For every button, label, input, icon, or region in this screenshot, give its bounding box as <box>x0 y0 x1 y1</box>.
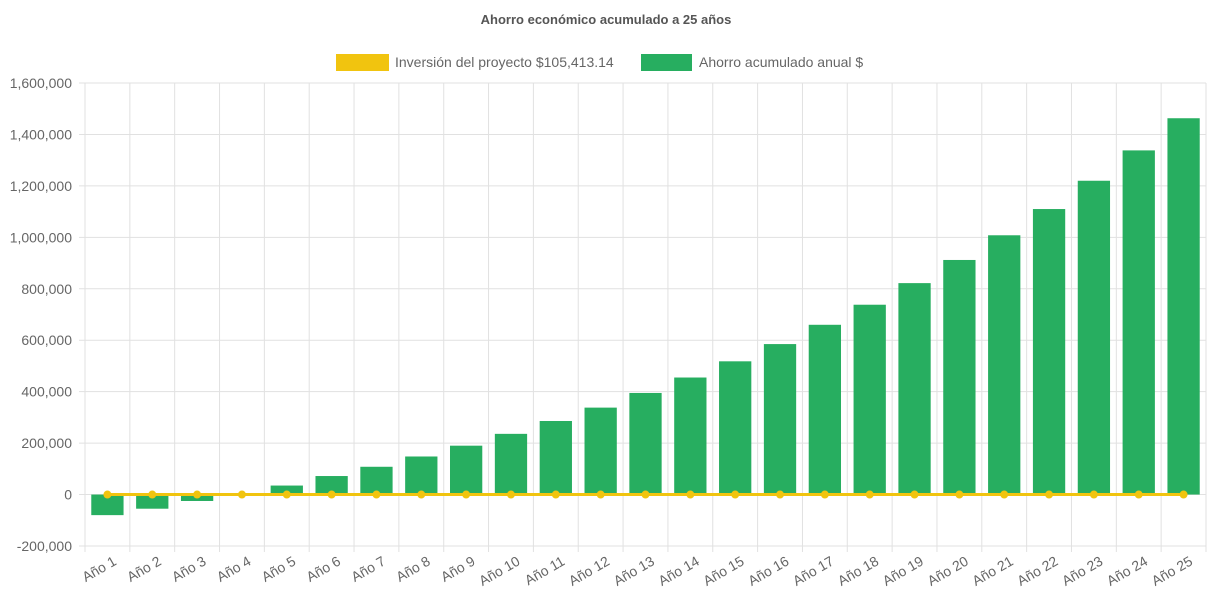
y-tick-label: -200,000 <box>17 538 72 554</box>
y-tick-label: 1,400,000 <box>10 126 72 142</box>
bar[interactable] <box>808 324 842 495</box>
line-point[interactable] <box>1045 490 1054 499</box>
bar[interactable] <box>943 259 976 495</box>
line-point[interactable] <box>103 490 112 499</box>
bar[interactable] <box>315 476 348 495</box>
line-series <box>103 490 1188 499</box>
bar[interactable] <box>988 235 1021 495</box>
x-tick-label: Año 6 <box>303 553 343 585</box>
x-tick-label: Año 1 <box>79 553 119 585</box>
y-tick-label: 1,000,000 <box>10 229 72 245</box>
y-tick-label: 400,000 <box>21 384 72 400</box>
legend-label-investment: Inversión del proyecto $105,413.14 <box>395 54 614 70</box>
line-point[interactable] <box>193 490 202 499</box>
x-tick-label: Año 19 <box>880 553 927 589</box>
x-tick-label: Año 4 <box>214 553 254 585</box>
legend-swatch-investment <box>336 54 389 71</box>
line-point[interactable] <box>955 490 964 499</box>
bar[interactable] <box>629 392 662 495</box>
line-point[interactable] <box>596 490 605 499</box>
bar[interactable] <box>1167 118 1200 495</box>
x-tick-label: Año 5 <box>259 553 299 585</box>
x-tick-label: Año 10 <box>476 553 523 589</box>
legend-swatch-savings <box>641 54 692 71</box>
legend-item-investment[interactable]: Inversión del proyecto $105,413.14 <box>336 54 614 71</box>
y-tick-label: 800,000 <box>21 281 72 297</box>
x-tick-label: Año 12 <box>566 553 613 589</box>
line-point[interactable] <box>1134 490 1143 499</box>
y-tick-label: 0 <box>64 487 72 503</box>
bar[interactable] <box>539 420 572 495</box>
line-point[interactable] <box>506 490 515 499</box>
x-tick-label: Año 25 <box>1149 553 1196 589</box>
line-point[interactable] <box>372 490 381 499</box>
x-tick-label: Año 8 <box>393 553 433 585</box>
x-tick-label: Año 3 <box>169 553 209 585</box>
bar[interactable] <box>91 494 124 516</box>
bar[interactable] <box>494 433 528 495</box>
line-point[interactable] <box>731 490 740 499</box>
x-tick-label: Año 23 <box>1059 553 1106 589</box>
line-point[interactable] <box>865 490 874 499</box>
y-tick-label: 600,000 <box>21 332 72 348</box>
bar[interactable] <box>1032 209 1066 495</box>
line-point[interactable] <box>1089 490 1098 499</box>
line-point[interactable] <box>1179 490 1188 499</box>
line-point[interactable] <box>910 490 919 499</box>
x-tick-label: Año 13 <box>611 553 658 589</box>
line-point[interactable] <box>462 490 471 499</box>
x-tick-label: Año 22 <box>1014 553 1061 589</box>
y-axis: 1,600,000 1,400,000 1,200,000 1,000,000 800,… <box>10 75 73 554</box>
line-point[interactable] <box>686 490 695 499</box>
chart-title: Ahorro económico acumulado a 25 años <box>481 12 732 27</box>
line-point[interactable] <box>282 490 291 499</box>
bar-series <box>91 118 1200 516</box>
line-point[interactable] <box>417 490 426 499</box>
x-tick-label: Año 14 <box>655 553 702 589</box>
line-point[interactable] <box>820 490 829 499</box>
bar[interactable] <box>674 377 707 495</box>
x-tick-label: Año 16 <box>745 553 792 589</box>
line-point[interactable] <box>148 490 157 499</box>
x-tick-label: Año 2 <box>124 553 164 585</box>
x-tick-label: Año 15 <box>700 553 747 589</box>
x-tick-label: Año 21 <box>969 553 1016 589</box>
bar[interactable] <box>898 283 931 495</box>
x-tick-label: Año 9 <box>438 553 478 585</box>
line-point[interactable] <box>776 490 785 499</box>
x-axis: Año 1 Año 2 Año 3 Año 4 Año 5 Año 6 Año 7 Año 8… <box>79 553 1195 589</box>
bar[interactable] <box>763 344 797 495</box>
bar[interactable] <box>405 456 438 495</box>
grid <box>79 82 1207 552</box>
y-tick-label: 200,000 <box>21 435 72 451</box>
y-tick-label: 1,600,000 <box>10 75 72 91</box>
y-tick-label: 1,200,000 <box>10 178 72 194</box>
legend-label-savings: Ahorro acumulado anual $ <box>699 54 863 70</box>
bar[interactable] <box>1122 150 1155 495</box>
bar[interactable] <box>853 304 886 495</box>
line-point[interactable] <box>237 490 246 499</box>
x-tick-label: Año 20 <box>924 553 971 589</box>
x-tick-label: Año 7 <box>348 553 388 585</box>
bar[interactable] <box>360 466 393 495</box>
line-point[interactable] <box>327 490 336 499</box>
x-tick-label: Año 18 <box>835 553 882 589</box>
line-point[interactable] <box>551 490 560 499</box>
legend: Inversión del proyecto $105,413.14 Ahorr… <box>336 54 863 71</box>
line-point[interactable] <box>641 490 650 499</box>
bar[interactable] <box>1077 180 1111 495</box>
bar[interactable] <box>584 407 617 495</box>
line-point[interactable] <box>1000 490 1009 499</box>
bar[interactable] <box>449 445 483 495</box>
bar[interactable] <box>136 494 169 509</box>
bar[interactable] <box>719 361 752 495</box>
bar[interactable] <box>270 485 303 495</box>
legend-item-savings[interactable]: Ahorro acumulado anual $ <box>641 54 863 71</box>
x-tick-label: Año 24 <box>1104 553 1151 589</box>
x-tick-label: Año 17 <box>790 553 837 589</box>
x-tick-label: Año 11 <box>522 553 568 589</box>
